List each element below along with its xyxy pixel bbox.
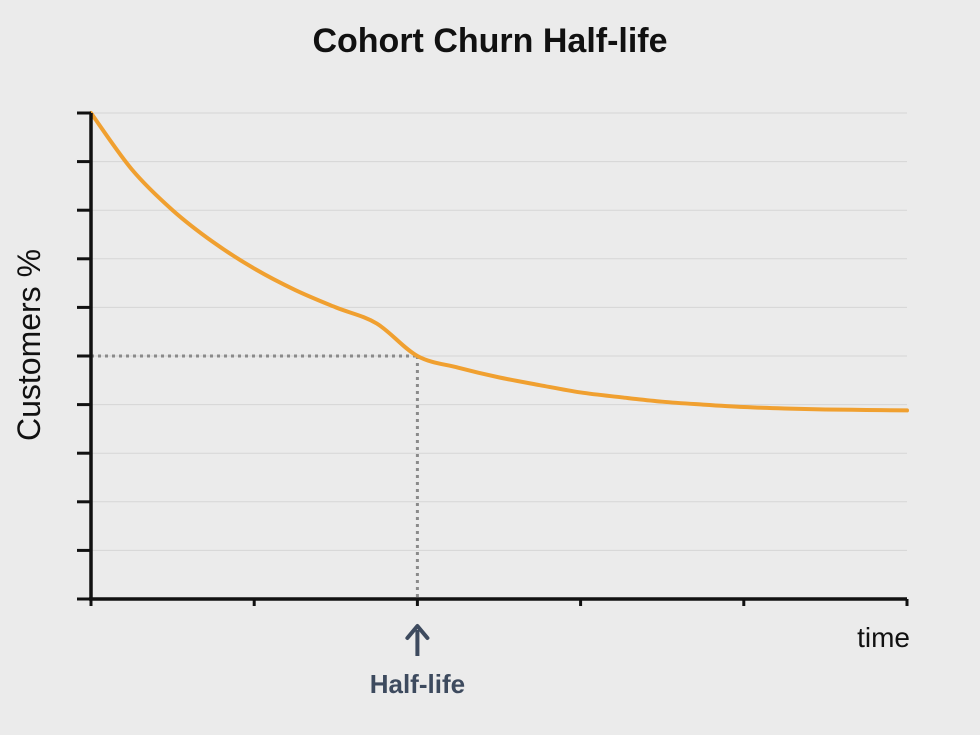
y-axis-label: Customers % <box>11 249 47 441</box>
axes <box>77 111 909 606</box>
half-life-annotation: Half-life <box>370 624 465 699</box>
half-life-reference-lines <box>91 354 419 599</box>
arrow-head <box>405 624 430 640</box>
chart-title: Cohort Churn Half-life <box>312 22 668 60</box>
series-layer <box>89 111 909 413</box>
series-line-0 <box>89 111 909 413</box>
x-axis-label: time <box>857 622 910 653</box>
grid-lines <box>91 112 907 551</box>
half-life-label: Half-life <box>370 669 465 699</box>
arrow-up-icon <box>405 624 430 656</box>
